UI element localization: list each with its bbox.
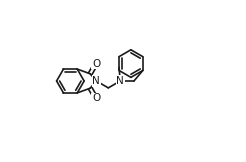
Text: N: N [92, 76, 100, 86]
Text: N: N [116, 76, 124, 86]
Text: O: O [92, 93, 100, 103]
Text: O: O [92, 59, 100, 69]
